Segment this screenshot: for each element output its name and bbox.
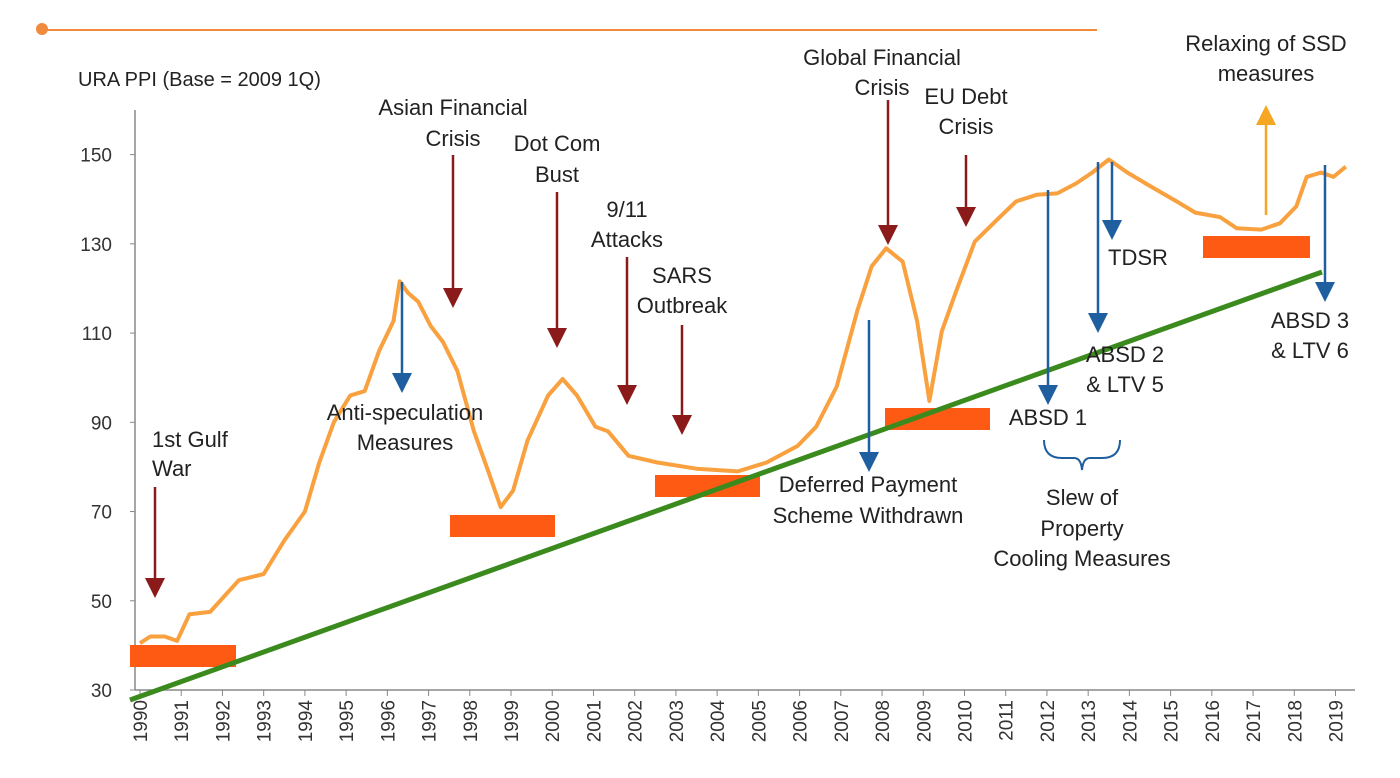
x-tick-label: 1993 [255,700,276,742]
x-tick-label: 1998 [461,700,482,742]
annotation: ABSD 2 [1086,342,1164,367]
x-tick-label: 1992 [213,700,234,742]
support-bars [130,236,1310,667]
annotation: measures [1218,61,1315,86]
x-tick-label: 1995 [337,700,358,742]
annotation: Attacks [591,227,663,252]
y-tick-label: 30 [91,681,112,702]
y-tick-label: 50 [91,592,112,613]
annotation: War [152,456,192,481]
brace [1043,439,1121,471]
x-tick-label: 2005 [749,700,770,742]
annotation: TDSR [1108,245,1168,270]
plot: 30 50 70 90 110 130 150 1990 1991 1992 1993 1994 199… [80,146,1347,743]
ppi-line [138,157,1348,645]
trend-line [129,269,1323,703]
annotation: Cooling Measures [993,546,1170,571]
annotation: Relaxing of SSD [1185,31,1346,56]
annotation: Deferred Payment [779,472,958,497]
x-tick-label: 1991 [172,700,193,742]
annotation: Bust [535,162,579,187]
x-tick-label: 1999 [502,700,523,742]
x-tick-label: 2015 [1162,700,1183,742]
x-tick-label: 1994 [296,700,317,743]
annotation: ABSD 1 [1009,405,1087,430]
x-tick-label: 2001 [584,700,605,742]
y-tick-label: 90 [91,413,112,434]
x-tick-label: 2010 [955,700,976,742]
annotation: & LTV 6 [1271,338,1349,363]
annotation: & LTV 5 [1086,372,1164,397]
y-tick-label: 130 [80,235,112,256]
annotation: Asian Financial [378,95,527,120]
x-tick-label: 2016 [1203,700,1224,742]
annotation: Anti-speculation [327,400,484,425]
x-tick-label: 2017 [1244,700,1265,742]
annotation: Global Financial [803,45,961,70]
annotation: 1st Gulf [152,427,229,452]
x-tick-label: 2006 [791,700,812,742]
x-tick-label: 2009 [914,700,935,742]
annotation: Crisis [939,114,994,139]
annotation: ABSD 3 [1271,308,1349,333]
annotation: EU Debt [924,84,1007,109]
annotation: 9/11 [606,197,647,222]
x-tick-label: 2000 [543,700,564,742]
y-tick-label: 70 [91,503,112,524]
x-tick-label: 1997 [420,700,441,742]
x-tick-label: 2008 [873,700,894,742]
x-tick-label: 1996 [378,700,399,742]
annotation: Scheme Withdrawn [773,503,964,528]
x-tick-label: 2019 [1327,700,1348,742]
x-tick-label: 2002 [626,700,647,742]
annotation: Outbreak [637,293,728,318]
annotations: 1st Gulf War Anti-speculation Measures A… [152,31,1349,571]
annotation: Slew of [1046,485,1119,510]
x-tick-label: 2014 [1120,700,1141,743]
x-tick-label: 2018 [1285,700,1306,742]
x-tick-label: 1990 [131,700,152,742]
annotation: Dot Com [514,131,601,156]
event-arrows [145,100,1335,598]
annotation: Crisis [855,75,910,100]
x-tick-label: 2004 [708,700,729,743]
x-tick-label: 2013 [1079,700,1100,742]
x-tick-label: 2011 [997,700,1018,741]
x-tick-label: 2003 [667,700,688,742]
y-tick-label: 110 [82,324,112,345]
annotation: Property [1040,516,1123,541]
y-tick-label: 150 [80,146,112,167]
y-axis-label: URA PPI (Base = 2009 1Q) [78,69,321,91]
annotation: Crisis [426,126,481,151]
header-rule [36,23,1097,35]
x-tick-label: 2012 [1038,700,1059,742]
x-tick-label: 2007 [832,700,853,742]
annotation: SARS [652,263,712,288]
annotation: Measures [357,430,454,455]
